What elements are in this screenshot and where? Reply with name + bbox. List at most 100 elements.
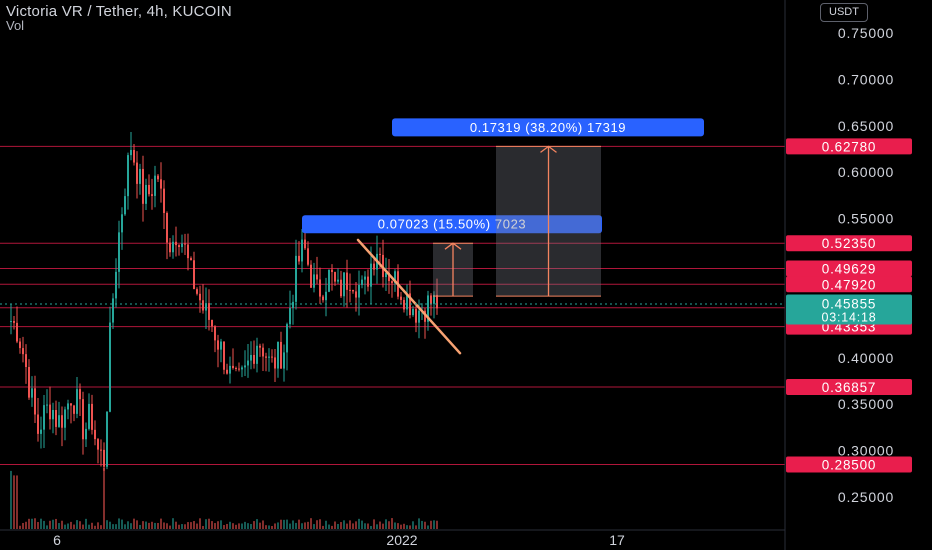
volume-bar [208,518,210,529]
candle-body [379,253,381,255]
measurements[interactable]: 0.07023 (15.50%) 7023 0.17319 (38.20%) 17… [302,118,704,297]
candle-body [43,405,45,430]
volume-bar [43,520,45,529]
volume-bar [115,524,117,529]
volume-bar [421,520,423,529]
volume-bar [40,518,42,529]
volume-bar [403,523,405,529]
currency-button[interactable]: USDT [820,3,868,22]
level-price-tag [786,378,912,395]
volume-bar [244,521,246,529]
time-axis[interactable]: 6 2022 17 [53,532,625,548]
volume-bar [298,519,300,529]
candle-body [322,296,324,301]
level-price-tag [786,276,912,293]
candle-body [217,340,219,350]
volume-bar [199,518,201,529]
measure-label: 0.07023 (15.50%) 7023 [378,217,526,232]
measure-arrow-head [540,145,557,153]
candle-body [97,439,99,450]
candle-body [223,341,225,370]
volume-bar [277,522,279,529]
price-axis[interactable]: 0.750000.700000.650000.600000.550000.500… [838,25,894,505]
candle-body [247,360,249,366]
candle-body [31,388,33,398]
volume-bar [346,523,348,529]
volume-bar [337,523,339,529]
volume-bar [253,521,255,529]
volume-bar [97,522,99,529]
volume-bar [424,521,426,529]
candle-body [274,357,276,369]
candle-body [352,289,354,292]
candle-body [103,449,105,467]
volume-bar [37,522,39,529]
volume-bar [376,524,378,529]
volume-bar [358,518,360,529]
volume-bar [148,522,150,529]
candle-body [19,341,21,349]
volume-bar [169,525,171,529]
candle-body [178,245,180,248]
volume-bar [25,521,27,529]
candle-body [187,244,189,259]
volume-bar [274,523,276,529]
candle-body [16,322,18,342]
candle-body [343,272,345,297]
candle-body [112,298,114,323]
volume-bar [55,518,57,529]
candle-body [229,365,231,374]
candle-body [85,428,87,440]
trendline[interactable] [356,238,462,355]
candle-body [259,345,261,348]
volume-bar [160,518,162,529]
level-price-tag [786,456,912,473]
volume-bar [334,521,336,529]
level-price-tag [786,138,912,155]
candle-body [127,155,129,197]
candle-body [121,214,123,233]
volume-bar [118,518,120,529]
candle-body [34,388,36,415]
volume-bar [136,520,138,529]
level-price-tag-label: 0.49629 [822,261,876,276]
volume-bar [31,518,33,529]
candle-body [325,291,327,301]
candle-body [241,367,243,370]
price-tick-label: 0.25000 [838,489,894,505]
candle-body [310,264,312,288]
volume-bar [70,521,72,529]
candle-body [58,415,60,427]
volume-bar [316,520,318,529]
candle-body [235,367,237,369]
candle-body [367,276,369,287]
volume-bar [121,519,123,529]
candle-body [82,399,84,440]
volume-bar [310,518,312,529]
candle-body [163,188,165,213]
candle-body [346,272,348,290]
volume-bar [178,524,180,529]
volume-bar [436,520,438,529]
candle-body [316,274,318,280]
candle-body [52,409,54,420]
volume-bar [322,525,324,529]
candle-body [400,296,402,300]
volume-bar [349,520,351,529]
candle-body [106,411,108,467]
volume-bar [223,525,225,529]
candle-body [184,243,186,245]
volume-bar [73,524,75,529]
volume-bar [352,523,354,529]
volume-bar [304,522,306,529]
candle-body [298,255,300,262]
volume-bar [241,523,243,529]
volume-bar [190,522,192,529]
candle-body [181,243,183,248]
candle-body [46,404,48,406]
volume-bar [187,522,189,529]
volume-bar [229,521,231,529]
candle-body [100,449,102,451]
candle-body [160,179,162,189]
